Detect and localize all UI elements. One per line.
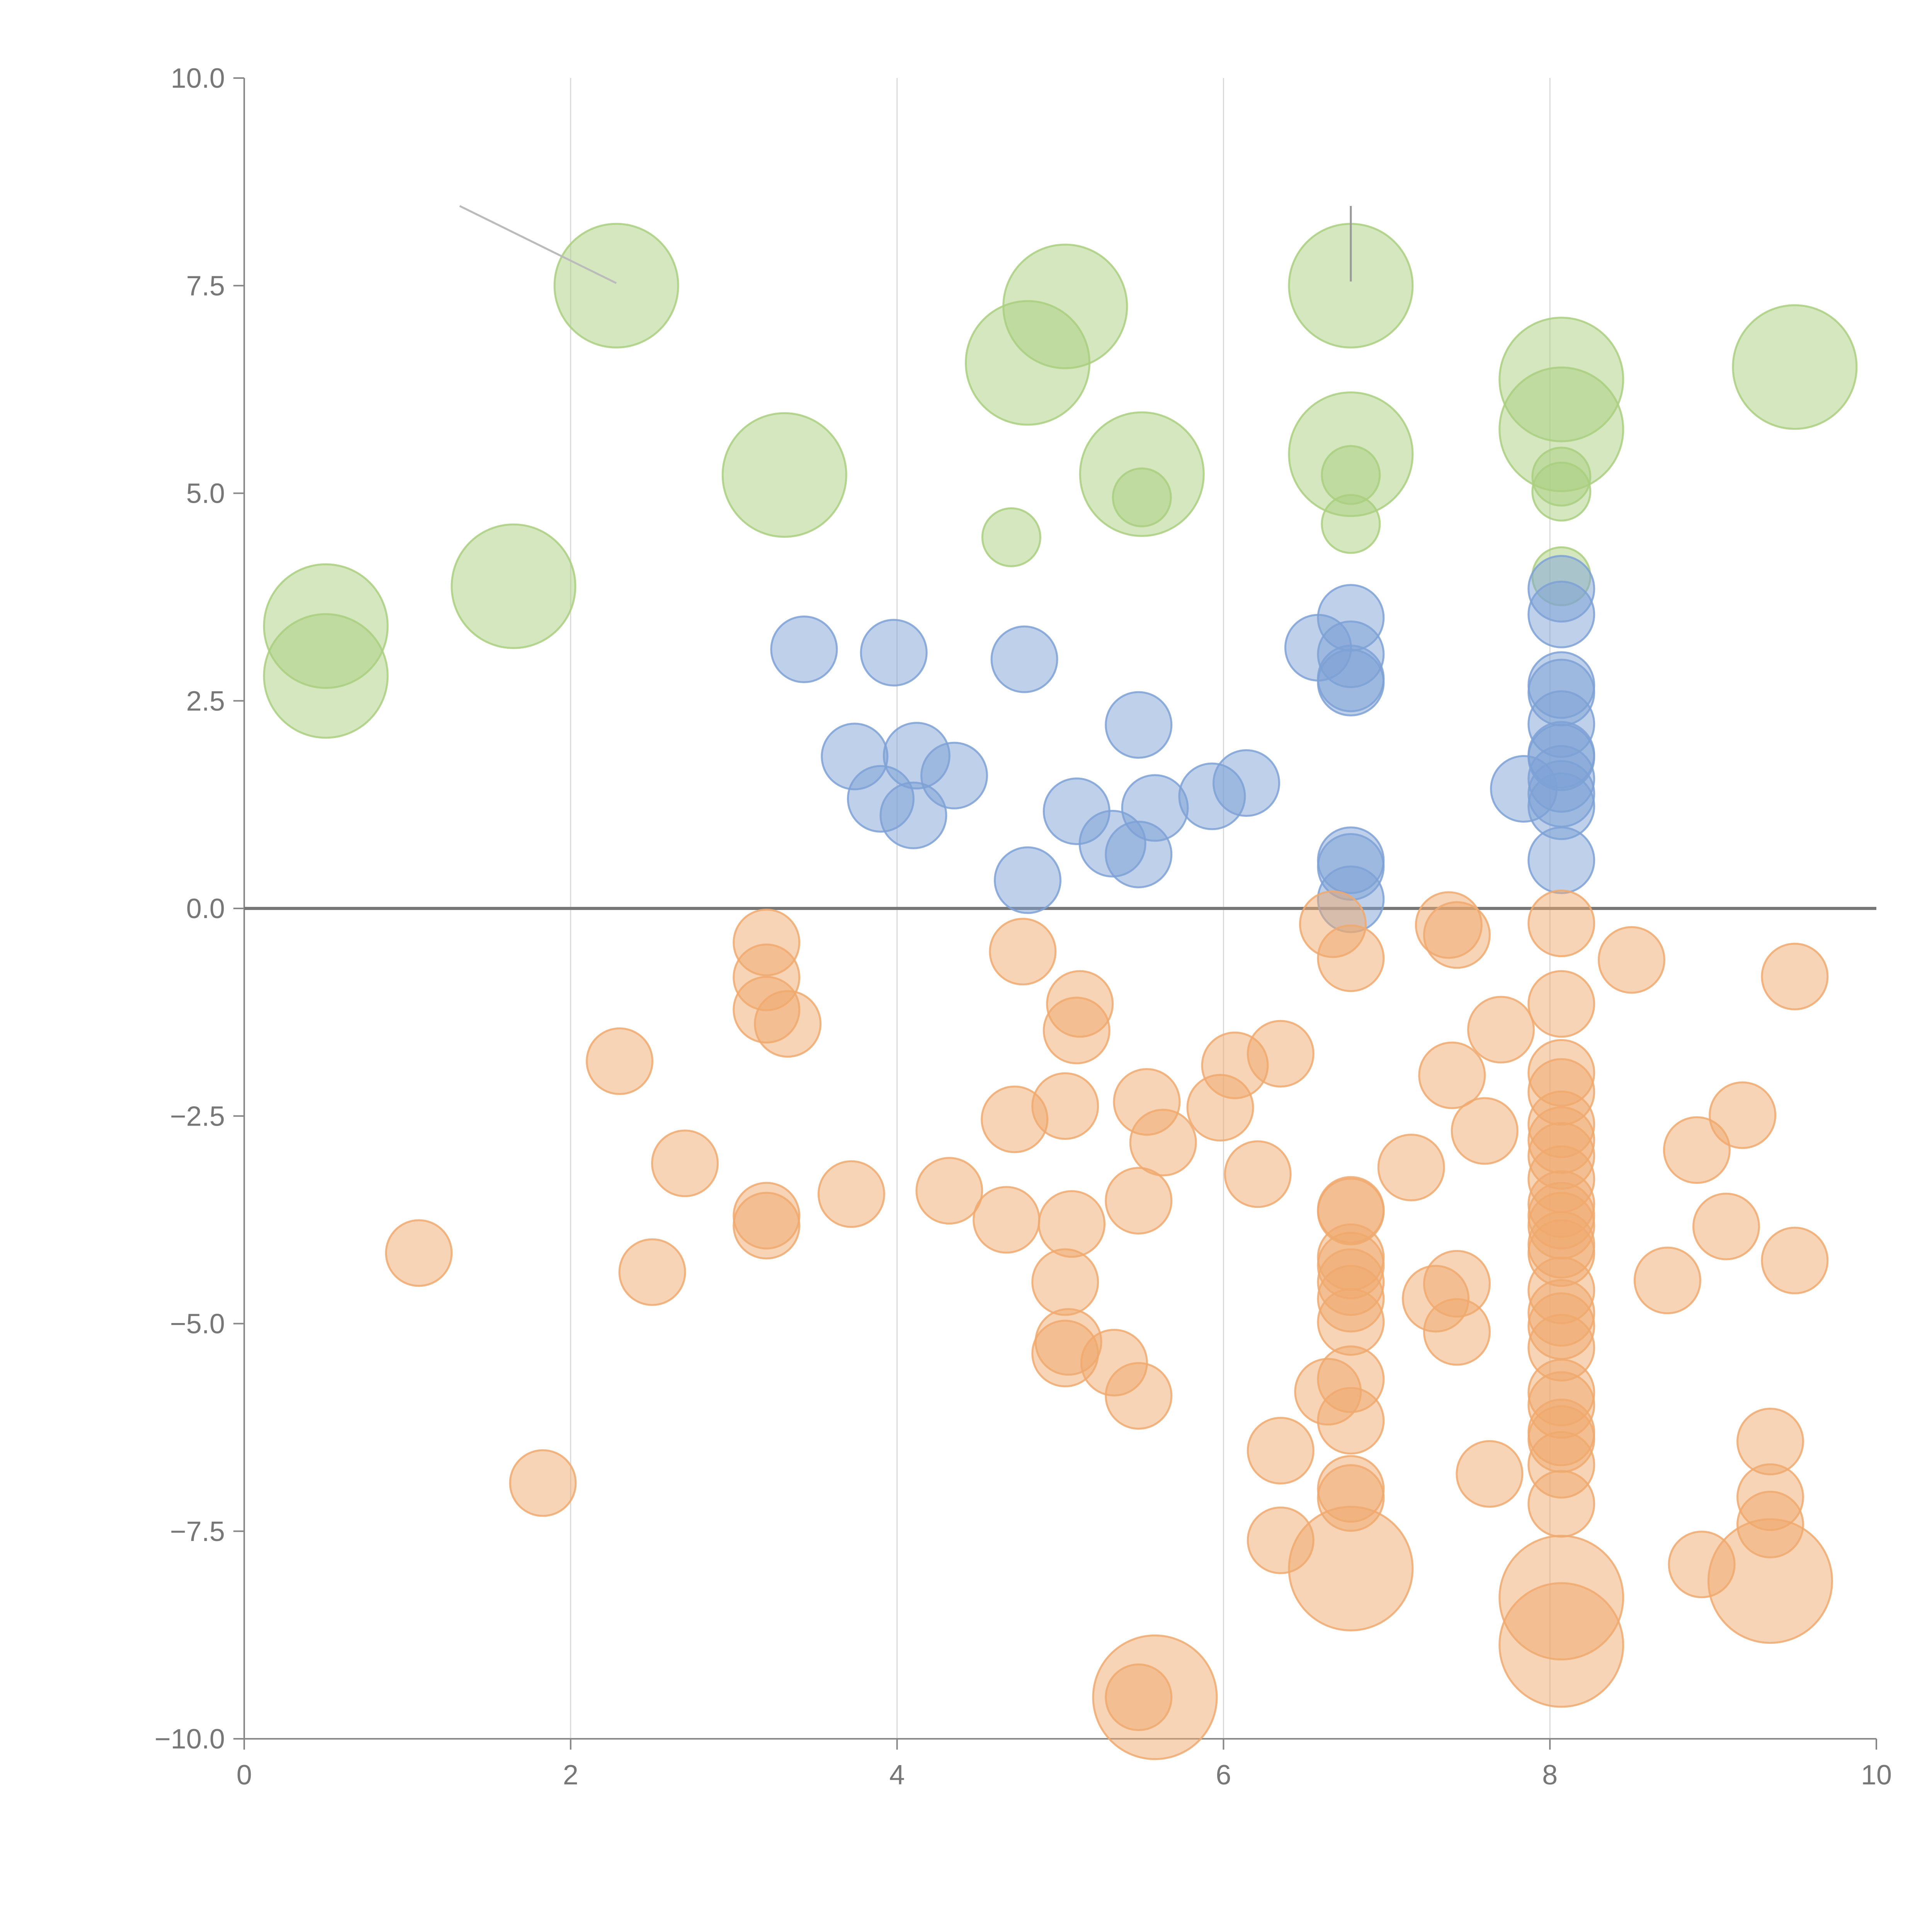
data-point xyxy=(1456,1440,1524,1508)
data-point xyxy=(1247,1417,1315,1485)
data-point xyxy=(1531,461,1592,522)
data-point xyxy=(990,625,1058,693)
data-point xyxy=(263,613,389,739)
data-point xyxy=(1663,1116,1731,1184)
data-point xyxy=(1321,494,1381,554)
data-point xyxy=(1002,243,1128,369)
data-point xyxy=(1527,826,1595,894)
data-point xyxy=(451,523,577,649)
annotation-layer xyxy=(459,205,1352,284)
data-point xyxy=(1467,996,1535,1064)
y-tick-label: −10.0 xyxy=(155,1724,225,1755)
y-tick-label: 2.5 xyxy=(186,686,225,717)
data-point xyxy=(553,223,679,349)
data-point xyxy=(1031,1072,1099,1140)
x-tick-label: 0 xyxy=(236,1760,252,1791)
data-point xyxy=(754,990,822,1058)
data-point xyxy=(509,1449,577,1517)
data-point xyxy=(651,1129,719,1197)
x-tick-label: 10 xyxy=(1861,1760,1892,1791)
data-point xyxy=(1031,1248,1099,1316)
data-point xyxy=(1423,901,1491,969)
series-orange xyxy=(385,889,1833,1760)
data-point xyxy=(1112,467,1172,527)
points-layer xyxy=(263,223,1858,1760)
y-tick-label: −2.5 xyxy=(170,1101,225,1132)
data-point xyxy=(981,507,1041,567)
data-point xyxy=(721,412,847,538)
y-tick-label: 7.5 xyxy=(186,270,225,301)
data-point xyxy=(1527,1470,1595,1538)
data-point xyxy=(1121,774,1189,842)
data-point xyxy=(920,742,988,810)
data-point xyxy=(973,1186,1041,1254)
annotation-line xyxy=(459,205,617,284)
y-tick-label: 0.0 xyxy=(186,893,225,924)
x-tick-label: 6 xyxy=(1216,1760,1231,1791)
data-point xyxy=(1092,1634,1218,1760)
data-point xyxy=(1247,1020,1315,1088)
x-tick-label: 8 xyxy=(1542,1760,1558,1791)
data-point xyxy=(1317,1288,1385,1356)
data-point xyxy=(586,1027,654,1095)
data-point xyxy=(1761,1226,1829,1294)
data-point xyxy=(1043,997,1111,1065)
data-point xyxy=(1732,304,1858,430)
data-point xyxy=(1692,1192,1760,1260)
data-point xyxy=(1317,924,1385,992)
data-point xyxy=(989,918,1057,986)
data-point xyxy=(733,1192,801,1260)
data-point xyxy=(1288,1505,1414,1631)
series-green xyxy=(263,223,1858,739)
data-point xyxy=(915,1157,983,1225)
series-blue xyxy=(770,555,1595,933)
data-point xyxy=(817,1160,885,1228)
data-point xyxy=(860,619,928,687)
data-point xyxy=(1633,1247,1701,1315)
data-point xyxy=(1317,648,1385,716)
data-point xyxy=(1761,942,1829,1010)
data-point xyxy=(1707,1518,1833,1644)
data-point xyxy=(1317,1387,1385,1455)
data-point xyxy=(1498,1582,1624,1708)
data-point xyxy=(385,1219,453,1287)
data-point xyxy=(1527,580,1595,648)
data-point xyxy=(1105,1167,1173,1235)
data-point xyxy=(1213,749,1281,817)
data-point xyxy=(994,846,1062,914)
data-point xyxy=(1224,1140,1292,1208)
y-tick-label: −5.0 xyxy=(170,1309,225,1340)
x-tick-label: 2 xyxy=(563,1760,578,1791)
data-point xyxy=(770,616,838,684)
data-point xyxy=(1709,1081,1777,1149)
data-point xyxy=(1527,889,1595,957)
y-tick-label: 10.0 xyxy=(171,63,225,94)
data-point xyxy=(1418,1041,1486,1109)
data-point xyxy=(879,781,947,849)
y-tick-label: 5.0 xyxy=(186,478,225,509)
data-point xyxy=(1597,926,1665,994)
data-point xyxy=(1423,1298,1491,1366)
y-tick-label: −7.5 xyxy=(170,1516,225,1547)
data-point xyxy=(1451,1097,1519,1165)
data-point xyxy=(1038,1190,1106,1258)
data-point xyxy=(1377,1133,1445,1201)
data-point xyxy=(1105,1362,1173,1430)
data-point xyxy=(1105,691,1173,759)
data-point xyxy=(1129,1109,1197,1177)
axis-layer: −10.0 −7.5 −5.0 −2.5 0.0 2.5 5.0 7.5 10.0 0 2 4 6 8 10 xyxy=(155,63,1892,1791)
x-tick-label: 4 xyxy=(889,1760,905,1791)
data-point xyxy=(618,1238,686,1306)
data-point xyxy=(1527,970,1595,1038)
